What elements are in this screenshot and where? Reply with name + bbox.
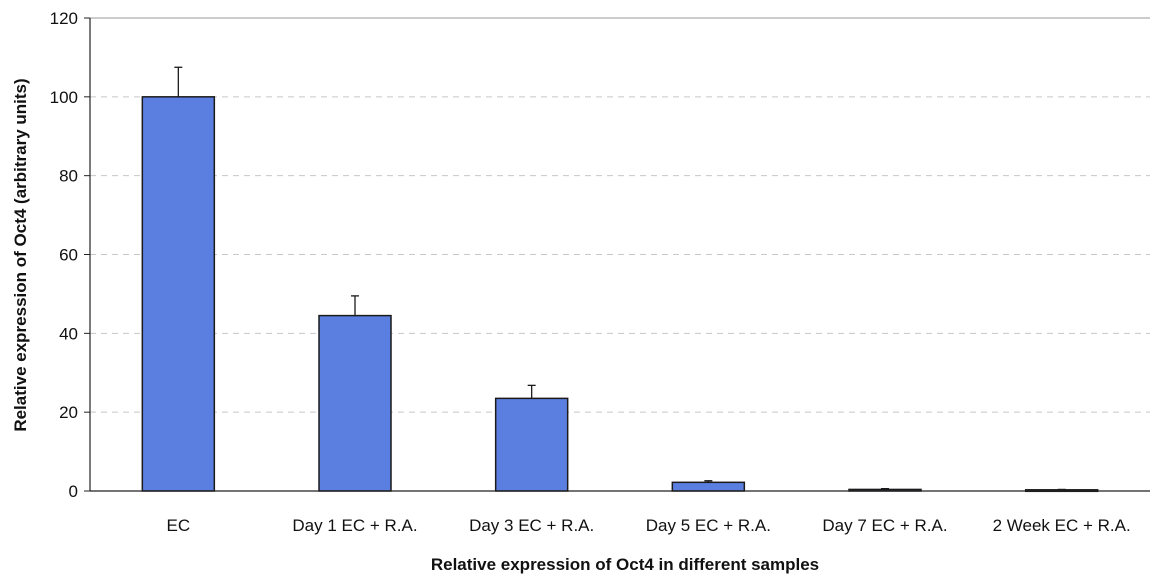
y-tick-labels: 0 20 40 60 80 100 120 <box>50 9 90 501</box>
x-tick-label: Day 1 EC + R.A. <box>292 516 417 535</box>
y-tick-label: 120 <box>50 9 78 28</box>
y-tick-label: 40 <box>59 324 78 343</box>
x-tick-label: 2 Week EC + R.A. <box>993 516 1131 535</box>
bar <box>671 481 746 492</box>
x-tick-label: Day 3 EC + R.A. <box>469 516 594 535</box>
grid-lines <box>90 17 1150 413</box>
y-axis-title: Relative expression of Oct4 (arbitrary u… <box>11 78 30 431</box>
y-tick-label: 100 <box>50 88 78 107</box>
y-tick-label: 0 <box>69 482 78 501</box>
x-tick-label: Day 5 EC + R.A. <box>646 516 771 535</box>
bar <box>318 314 392 492</box>
x-tick-label: Day 7 EC + R.A. <box>822 516 947 535</box>
bars <box>141 66 1099 493</box>
y-tick-label: 20 <box>59 403 78 422</box>
x-tick-labels: EC Day 1 EC + R.A. Day 3 EC + R.A. Day 5 EC… <box>167 516 1131 535</box>
bar <box>494 397 569 492</box>
x-tick-label: EC <box>167 516 191 535</box>
y-tick-label: 60 <box>59 246 78 265</box>
x-axis-title: Relative expression of Oct4 in different… <box>431 555 819 574</box>
bar <box>141 96 216 492</box>
y-tick-label: 80 <box>59 167 78 186</box>
